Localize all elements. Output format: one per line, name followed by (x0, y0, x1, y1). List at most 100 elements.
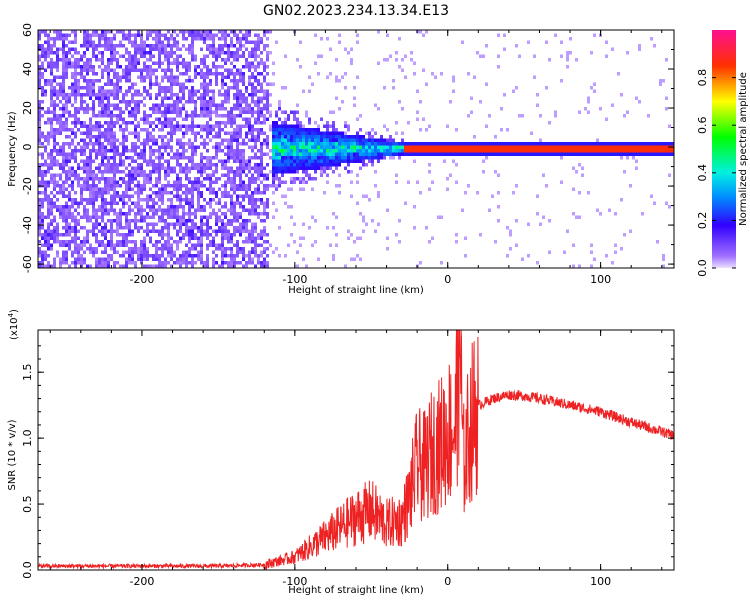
heatmap-cell (107, 180, 110, 184)
heatmap-cell (56, 121, 59, 125)
heatmap-cell (590, 264, 593, 268)
heatmap-cell (353, 145, 356, 149)
heatmap-cell (176, 173, 179, 177)
heatmap-cell (224, 114, 227, 118)
heatmap-cell (248, 54, 251, 58)
heatmap-cell (566, 51, 569, 55)
heatmap-cell (128, 170, 131, 174)
heatmap-cell (191, 166, 194, 170)
heatmap-cell (74, 215, 77, 219)
heatmap-cell (251, 240, 254, 244)
heatmap-cell (179, 180, 182, 184)
heatmap-cell (245, 159, 248, 163)
heatmap-cell (302, 257, 305, 261)
heatmap-cell (494, 152, 497, 156)
heatmap-cell (173, 226, 176, 230)
heatmap-cell (260, 51, 263, 55)
heatmap-cell (95, 261, 98, 265)
heatmap-cell (74, 37, 77, 41)
heatmap-cell (206, 75, 209, 79)
heatmap-cell (281, 194, 284, 198)
heatmap-cell (224, 145, 227, 149)
heatmap-cell (110, 68, 113, 72)
heatmap-cell (224, 166, 227, 170)
heatmap-cell (383, 138, 386, 142)
heatmap-cell (137, 212, 140, 216)
heatmap-cell (230, 138, 233, 142)
heatmap-cell (68, 229, 71, 233)
heatmap-cell (50, 198, 53, 202)
heatmap-cell (230, 135, 233, 139)
heatmap-cell (137, 93, 140, 97)
heatmap-cell (434, 145, 437, 149)
heatmap-cell (89, 215, 92, 219)
heatmap-cell (101, 110, 104, 114)
heatmap-cell (41, 180, 44, 184)
heatmap-cell (200, 173, 203, 177)
heatmap-cell (281, 124, 284, 128)
heatmap-cell (83, 30, 86, 34)
heatmap-cell (299, 177, 302, 181)
heatmap-cell (569, 145, 572, 149)
heatmap-cell (71, 219, 74, 223)
heatmap-cell (173, 128, 176, 132)
heatmap-cell (197, 184, 200, 188)
heatmap-cell (230, 145, 233, 149)
heatmap-cell (83, 187, 86, 191)
heatmap-cell (227, 100, 230, 104)
heatmap-cell (290, 149, 293, 153)
heatmap-cell (440, 149, 443, 153)
heatmap-cell (38, 72, 41, 76)
heatmap-cell (134, 58, 137, 62)
heatmap-cell (164, 212, 167, 216)
heatmap-cell (272, 128, 275, 132)
heatmap-cell (164, 159, 167, 163)
heatmap-cell (227, 173, 230, 177)
heatmap-cell (188, 198, 191, 202)
heatmap-cell (188, 100, 191, 104)
heatmap-cell (107, 96, 110, 100)
heatmap-cell (176, 177, 179, 181)
heatmap-cell (179, 240, 182, 244)
heatmap-cell (182, 44, 185, 48)
heatmap-cell (104, 261, 107, 265)
heatmap-cell (263, 103, 266, 107)
heatmap-cell (344, 131, 347, 135)
heatmap-cell (419, 149, 422, 153)
heatmap-cell (203, 107, 206, 111)
heatmap-cell (77, 86, 80, 90)
heatmap-cell (305, 156, 308, 160)
heatmap-cell (188, 229, 191, 233)
heatmap-cell (599, 107, 602, 111)
heatmap-cell (227, 254, 230, 258)
heatmap-cell (239, 114, 242, 118)
heatmap-cell (596, 138, 599, 142)
heatmap-cell (200, 233, 203, 237)
heatmap-cell (47, 240, 50, 244)
heatmap-cell (206, 254, 209, 258)
heatmap-cell (542, 215, 545, 219)
heatmap-cell (131, 107, 134, 111)
heatmap-cell (293, 222, 296, 226)
heatmap-cell (245, 236, 248, 240)
heatmap-cell (179, 89, 182, 93)
heatmap-cell (152, 212, 155, 216)
heatmap-cell (122, 177, 125, 181)
heatmap-cell (134, 135, 137, 139)
heatmap-cell (188, 145, 191, 149)
heatmap-cell (167, 51, 170, 55)
heatmap-cell (236, 93, 239, 97)
heatmap-cell (533, 152, 536, 156)
heatmap-cell (506, 226, 509, 230)
heatmap-cell (269, 110, 272, 114)
heatmap-cell (188, 250, 191, 254)
heatmap-cell (473, 152, 476, 156)
heatmap-cell (86, 212, 89, 216)
heatmap-cell (227, 33, 230, 37)
heatmap-cell (314, 166, 317, 170)
heatmap-cell (107, 163, 110, 167)
heatmap-cell (65, 222, 68, 226)
heatmap-cell (116, 93, 119, 97)
heatmap-cell (74, 89, 77, 93)
heatmap-cell (662, 152, 665, 156)
